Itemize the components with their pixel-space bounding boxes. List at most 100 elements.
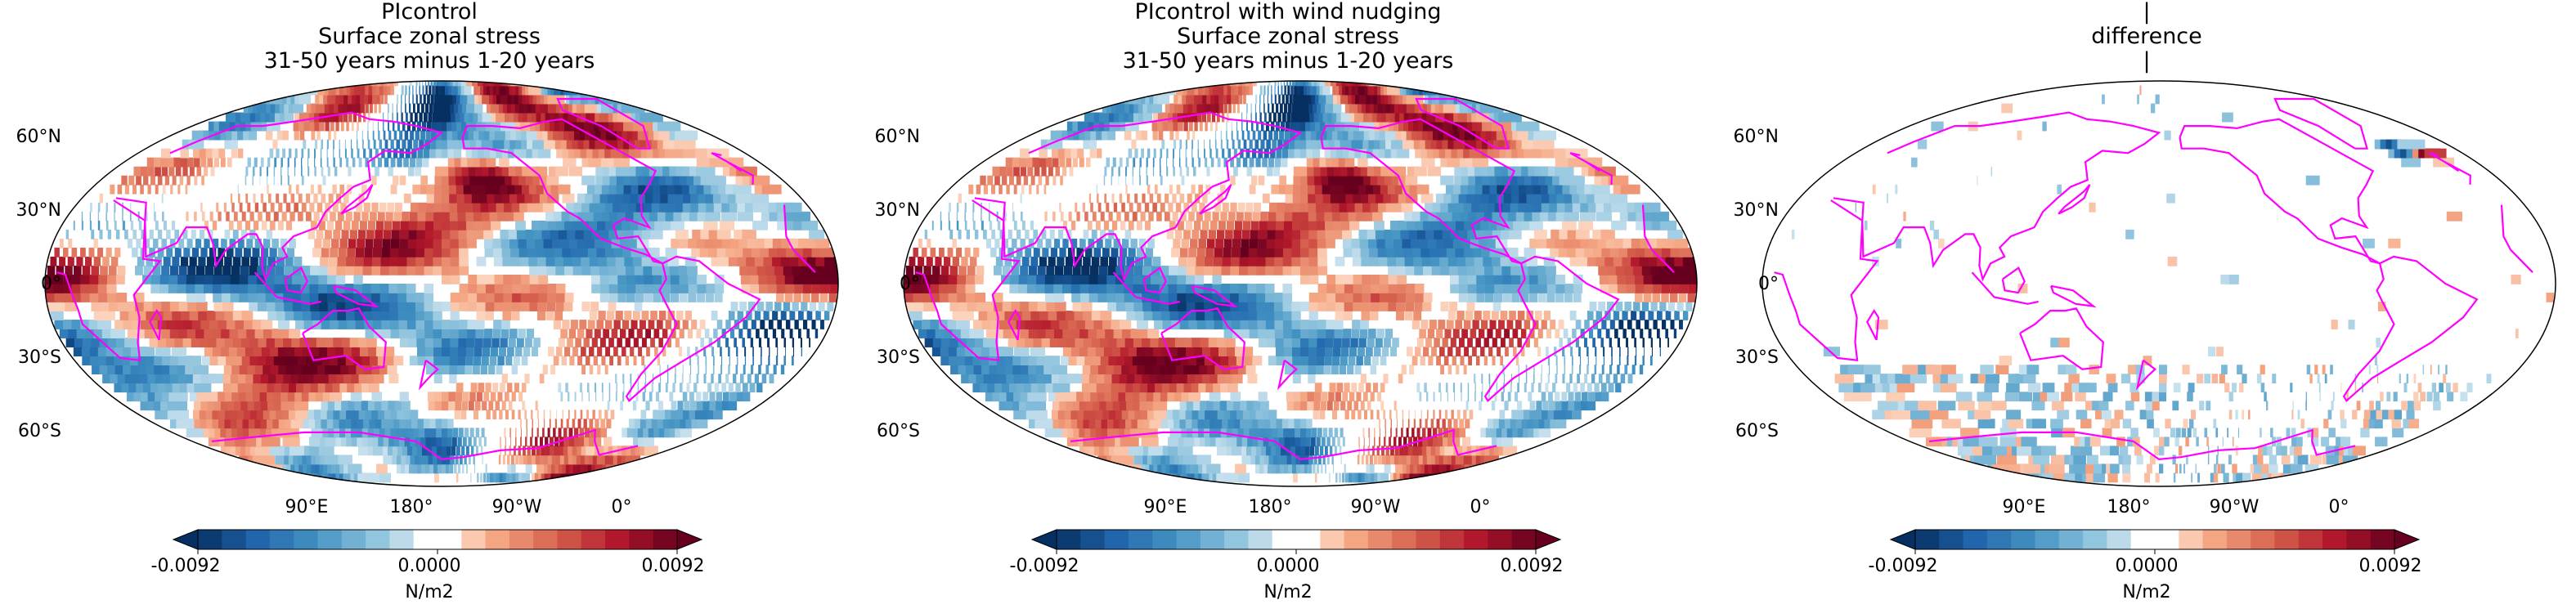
grid-cell bbox=[1233, 401, 1244, 411]
grid-cell bbox=[232, 229, 239, 240]
grid-cell bbox=[98, 293, 110, 302]
grid-cell bbox=[1113, 446, 1135, 456]
grid-cell bbox=[321, 139, 324, 150]
grid-cell bbox=[596, 247, 608, 257]
grid-cell bbox=[1419, 392, 1422, 402]
grid-cell bbox=[1586, 383, 1592, 393]
grid-cell bbox=[697, 293, 706, 302]
grid-cell bbox=[485, 293, 496, 302]
grid-cell bbox=[1188, 320, 1200, 329]
grid-cell bbox=[483, 437, 487, 447]
grid-cell bbox=[401, 455, 410, 465]
grid-cell bbox=[449, 463, 454, 474]
grid-cell bbox=[1380, 472, 1389, 483]
grid-cell bbox=[1213, 311, 1224, 320]
grid-cell bbox=[330, 320, 341, 329]
grid-cell bbox=[294, 157, 296, 168]
grid-cell bbox=[434, 175, 442, 186]
grid-cell bbox=[127, 329, 142, 338]
grid-cell bbox=[1300, 274, 1310, 284]
grid-cell bbox=[586, 472, 604, 483]
grid-cell bbox=[335, 274, 346, 284]
grid-cell bbox=[157, 175, 163, 186]
grid-cell bbox=[526, 130, 539, 141]
grid-cell bbox=[1467, 392, 1470, 402]
grid-cell bbox=[1226, 401, 1237, 411]
grid-cell bbox=[338, 112, 343, 123]
grid-cell bbox=[382, 112, 384, 123]
grid-cell bbox=[1541, 320, 1547, 329]
grid-cell bbox=[613, 202, 626, 213]
grid-cell bbox=[519, 419, 522, 429]
grid-cell bbox=[237, 329, 251, 338]
grid-cell bbox=[1459, 284, 1469, 293]
grid-cell bbox=[406, 256, 416, 266]
grid-cell bbox=[1483, 311, 1491, 320]
grid-cell bbox=[761, 184, 782, 195]
grid-cell bbox=[338, 320, 349, 329]
grid-cell bbox=[477, 293, 487, 302]
grid-cell bbox=[433, 220, 442, 231]
grid-cell bbox=[1176, 383, 1189, 393]
grid-cell bbox=[648, 392, 653, 402]
grid-cell bbox=[383, 85, 388, 96]
grid-cell bbox=[1641, 302, 1649, 311]
grid-cell bbox=[397, 94, 399, 105]
grid-cell bbox=[1071, 274, 1081, 284]
grid-cell bbox=[186, 284, 196, 293]
grid-cell bbox=[471, 148, 481, 159]
grid-cell bbox=[1111, 455, 1134, 465]
grid-cell bbox=[1575, 320, 1582, 329]
grid-cell bbox=[442, 85, 447, 96]
grid-cell bbox=[168, 166, 175, 177]
grid-cell bbox=[1265, 311, 1276, 320]
title-line-2: Surface zonal stress bbox=[1177, 24, 1399, 49]
grid-cell bbox=[588, 157, 604, 168]
lon-label-0: 0° bbox=[611, 497, 632, 517]
grid-cell bbox=[536, 184, 548, 195]
grid-cell bbox=[388, 166, 393, 177]
grid-cell bbox=[1546, 329, 1552, 338]
grid-cell bbox=[500, 229, 510, 240]
grid-cell bbox=[447, 139, 455, 150]
grid-cell bbox=[1329, 383, 1336, 393]
grid-cell bbox=[477, 472, 479, 483]
grid-cell bbox=[147, 184, 151, 195]
grid-cell bbox=[483, 229, 494, 240]
grid-cell bbox=[1255, 410, 1265, 420]
grid-cell bbox=[231, 130, 241, 141]
grid-cell bbox=[1161, 383, 1175, 393]
grid-cell bbox=[691, 320, 698, 329]
grid-cell bbox=[416, 446, 424, 456]
grid-cell bbox=[1368, 329, 1376, 338]
grid-cell bbox=[449, 103, 456, 114]
grid-cell bbox=[743, 365, 746, 375]
grid-cell bbox=[105, 211, 107, 222]
grid-cell bbox=[532, 81, 552, 87]
grid-cell bbox=[407, 329, 418, 338]
colorbar-segment bbox=[245, 530, 271, 549]
grid-cell bbox=[1121, 365, 1135, 375]
grid-cell bbox=[783, 302, 791, 311]
grid-cell bbox=[76, 329, 92, 338]
grid-cell bbox=[608, 284, 619, 293]
grid-cell bbox=[478, 130, 488, 141]
grid-cell bbox=[1436, 329, 1443, 338]
grid-cell bbox=[720, 220, 735, 231]
grid-cell bbox=[613, 247, 626, 257]
grid-cell bbox=[474, 401, 481, 411]
grid-cell bbox=[196, 392, 215, 402]
grid-cell bbox=[339, 139, 340, 150]
grid-cell bbox=[736, 347, 738, 356]
grid-cell bbox=[522, 166, 534, 177]
grid-cell bbox=[1296, 463, 1301, 474]
grid-cell bbox=[765, 265, 777, 275]
grid-cell bbox=[226, 247, 234, 257]
grid-cell bbox=[1543, 311, 1551, 320]
grid-cell bbox=[216, 338, 230, 347]
grid-cell bbox=[431, 121, 438, 132]
grid-cell bbox=[820, 247, 834, 257]
grid-cell bbox=[1503, 374, 1506, 384]
grid-cell bbox=[1335, 392, 1341, 402]
grid-cell bbox=[1533, 374, 1535, 384]
